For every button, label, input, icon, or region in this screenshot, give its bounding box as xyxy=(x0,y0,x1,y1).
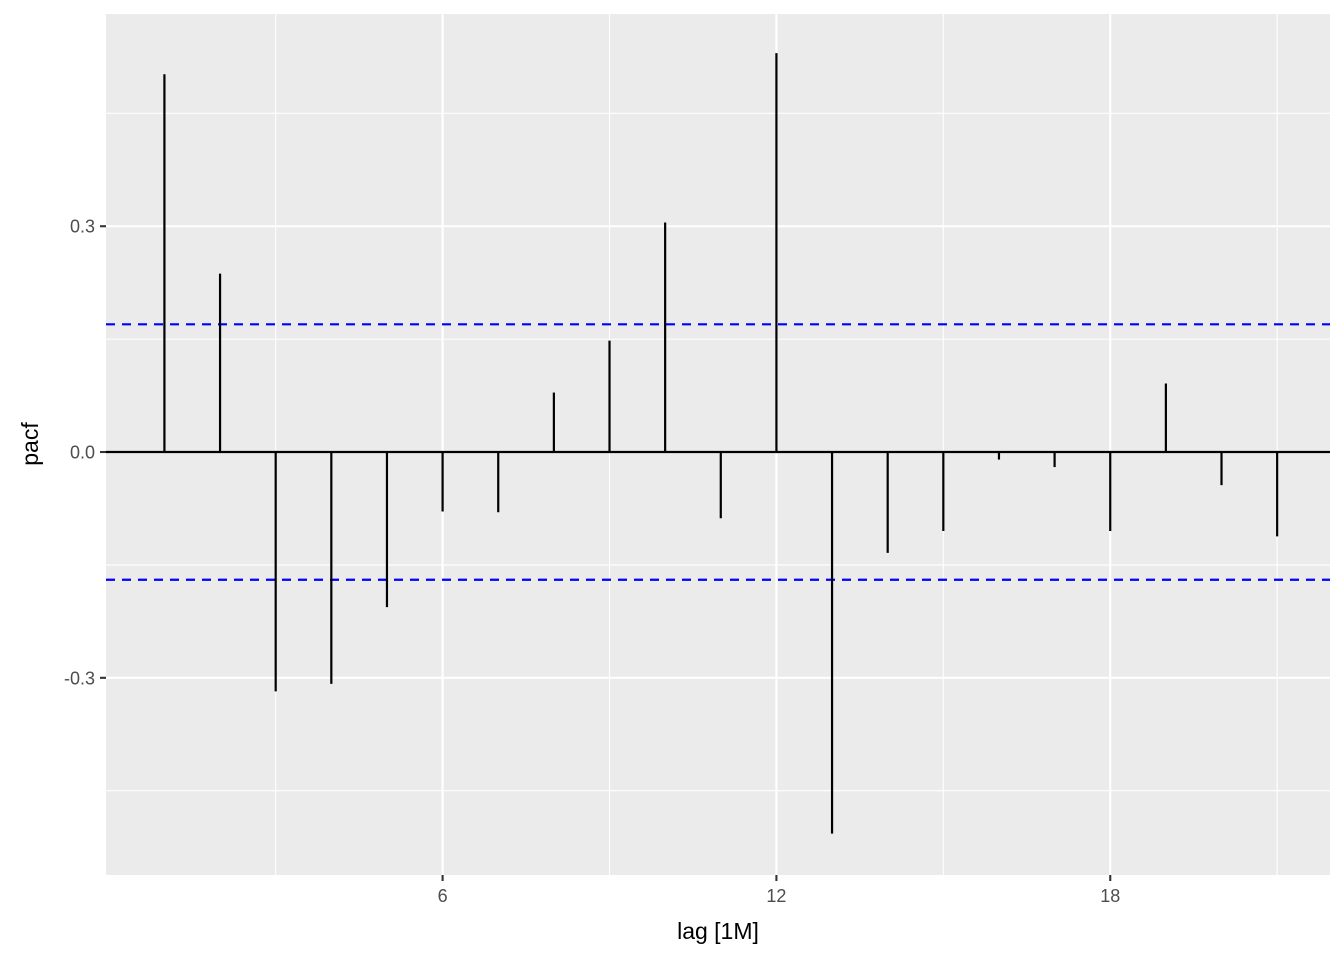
x-tick-label: 12 xyxy=(766,886,786,906)
y-axis: -0.3 0.0 0.3 xyxy=(64,217,106,688)
y-tick-label: -0.3 xyxy=(64,668,95,688)
plot-panel xyxy=(106,14,1330,875)
x-tick-label: 18 xyxy=(1100,886,1120,906)
confidence-bounds xyxy=(106,323,1330,581)
x-axis: 6 12 18 xyxy=(438,875,1120,906)
pacf-bars xyxy=(163,53,1279,834)
y-tick-label: 0.0 xyxy=(70,443,95,463)
y-tick-label: 0.3 xyxy=(70,217,95,237)
minor-gridlines xyxy=(106,14,1330,875)
y-axis-title: pacf xyxy=(17,422,43,466)
x-axis-title: lag [1M] xyxy=(677,918,759,944)
x-tick-label: 6 xyxy=(438,886,448,906)
